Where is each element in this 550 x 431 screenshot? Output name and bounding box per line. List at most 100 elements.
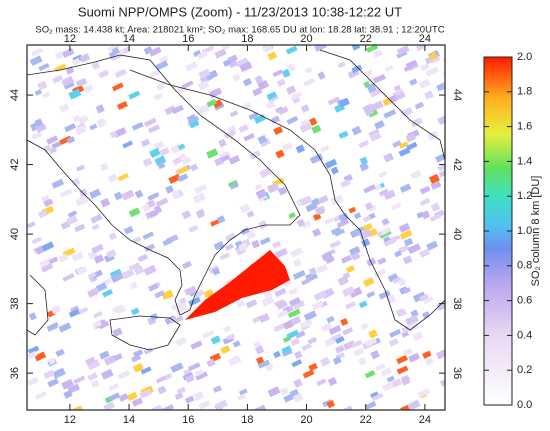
speckle [382, 381, 395, 392]
speckle [197, 80, 210, 91]
speckle [435, 153, 445, 163]
speckle [212, 267, 221, 276]
speckle [153, 92, 163, 101]
speckle [132, 236, 142, 244]
speckle [95, 104, 105, 114]
speckle [377, 257, 387, 265]
speckle [205, 69, 219, 81]
speckle [142, 157, 153, 167]
speckle [276, 78, 286, 87]
speckle [286, 62, 296, 73]
speckle [330, 166, 339, 175]
speckle [311, 124, 322, 134]
colorbar-tick-label: 1.4 [517, 155, 532, 167]
speckle [223, 325, 232, 333]
lon-tick-label: 14 [123, 414, 135, 426]
speckle [210, 219, 220, 227]
speckle [237, 393, 247, 401]
speckle [291, 359, 303, 368]
speckle [366, 291, 376, 299]
speckle [109, 130, 118, 139]
speckle [311, 300, 324, 311]
speckle [400, 107, 414, 118]
speckle [422, 296, 434, 305]
speckle [398, 222, 411, 233]
lat-tick-label: 42 [9, 158, 21, 170]
speckle [316, 263, 329, 274]
lat-tick-label: 44 [451, 89, 463, 101]
speckle [292, 258, 302, 268]
speckle [52, 74, 64, 84]
speckle [177, 173, 189, 183]
speckle [58, 253, 69, 263]
speckle [37, 209, 48, 219]
speckle [126, 391, 138, 402]
speckle [47, 378, 59, 388]
speckle [132, 362, 144, 373]
speckle [66, 215, 79, 226]
speckle [147, 192, 160, 201]
speckle [169, 316, 178, 324]
speckle [41, 241, 55, 252]
speckle [110, 271, 124, 283]
speckle [313, 290, 327, 301]
speckle [378, 290, 391, 300]
speckle [158, 55, 169, 64]
speckle [51, 141, 62, 149]
speckle [175, 336, 188, 347]
speckle [358, 357, 367, 366]
speckle [75, 195, 89, 207]
colorbar-tick-label: 0.6 [517, 295, 532, 307]
lon-tick-label: 18 [241, 414, 253, 426]
speckle [392, 140, 402, 148]
speckle [176, 386, 187, 395]
map-frame [26, 44, 446, 411]
lon-tick-label: 16 [182, 33, 194, 45]
speckle [327, 376, 338, 387]
speckle [174, 302, 188, 315]
speckle [259, 138, 271, 148]
speckle [185, 374, 195, 384]
speckle [34, 118, 44, 128]
speckle [181, 156, 192, 165]
speckle [366, 83, 377, 94]
speckle [186, 114, 197, 123]
speckle [304, 66, 313, 74]
lon-tick-label: 24 [419, 414, 431, 426]
speckle [139, 388, 152, 399]
speckle [403, 237, 414, 247]
speckle [287, 308, 301, 319]
speckle [111, 47, 120, 56]
speckle [149, 147, 161, 158]
speckle [279, 387, 289, 396]
lat-tick-label: 42 [451, 158, 463, 170]
speckle [62, 273, 75, 282]
speckle [364, 107, 375, 117]
speckle [91, 223, 100, 231]
speckle [340, 318, 349, 326]
speckle [71, 405, 84, 410]
speckle [288, 287, 298, 296]
speckle [188, 115, 200, 125]
speckle [175, 315, 184, 323]
speckle [148, 46, 162, 57]
speckle [309, 117, 318, 126]
colorbar-tick-label: 0.4 [517, 329, 532, 341]
colorbar-tick-label: 0.8 [517, 260, 532, 272]
speckle [66, 136, 76, 144]
speckle [254, 183, 263, 191]
speckle [206, 358, 216, 368]
speckle [168, 173, 181, 184]
speckle [290, 338, 300, 347]
speckle [272, 69, 284, 78]
speckle [245, 299, 258, 309]
speckle [232, 73, 241, 82]
speckle [338, 97, 350, 108]
speckle [388, 338, 399, 347]
speckle [412, 331, 424, 342]
lon-tick-label: 20 [300, 414, 312, 426]
speckle [59, 188, 73, 198]
speckle [229, 110, 239, 118]
speckle [383, 109, 397, 119]
speckle [301, 278, 311, 286]
